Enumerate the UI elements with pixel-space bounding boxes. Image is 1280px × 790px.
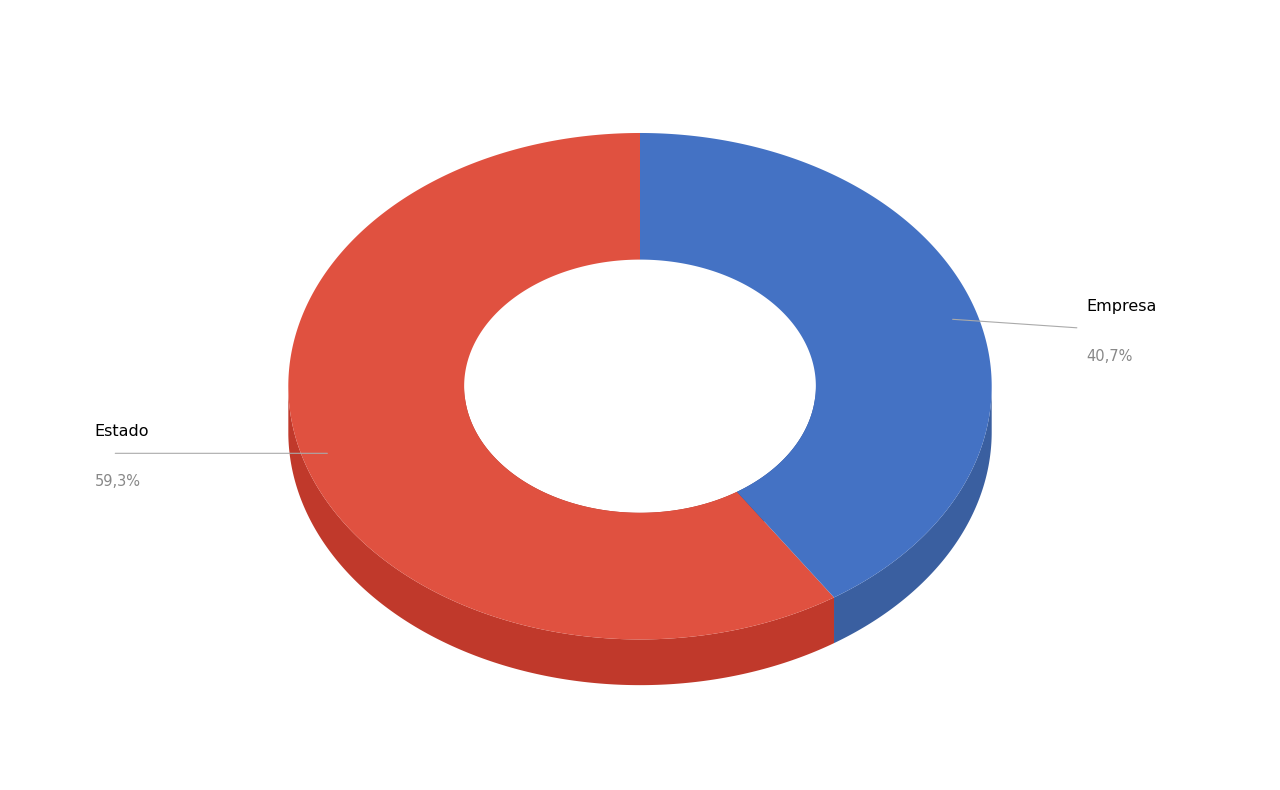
Text: Estado: Estado — [95, 424, 150, 439]
Polygon shape — [640, 133, 992, 597]
Text: Empresa: Empresa — [1087, 299, 1157, 314]
Text: 59,3%: 59,3% — [95, 475, 141, 490]
Polygon shape — [465, 388, 737, 559]
Polygon shape — [288, 389, 835, 685]
Text: 40,7%: 40,7% — [1087, 349, 1133, 364]
Polygon shape — [835, 387, 992, 643]
Polygon shape — [288, 133, 835, 639]
Polygon shape — [737, 386, 815, 537]
